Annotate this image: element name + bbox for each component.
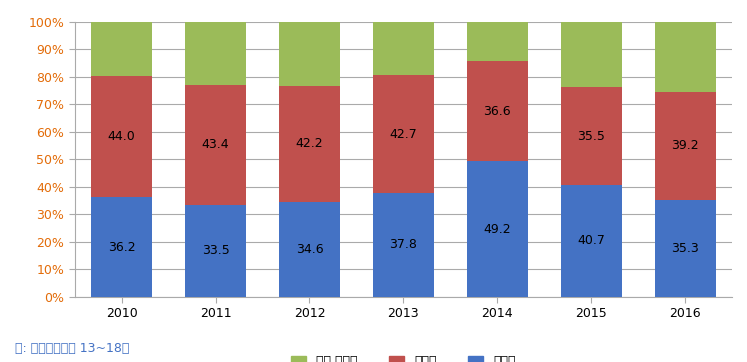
Bar	[467, 61, 528, 161]
Text: 34.6: 34.6	[296, 243, 323, 256]
Bar	[91, 197, 152, 297]
Bar	[373, 22, 434, 75]
Text: 44.0: 44.0	[108, 130, 135, 143]
Bar	[279, 22, 340, 85]
Bar	[279, 202, 340, 297]
Text: 40.7: 40.7	[577, 234, 605, 247]
Text: 49.2: 49.2	[483, 223, 511, 236]
Bar	[561, 185, 622, 297]
Bar	[561, 87, 622, 185]
Bar	[185, 205, 246, 297]
Legend: 기타 가구원, 배우자, 가구주: 기타 가구원, 배우자, 가구주	[286, 350, 521, 362]
Bar	[654, 200, 716, 297]
Bar	[373, 75, 434, 193]
Bar	[654, 92, 716, 200]
Bar	[561, 22, 622, 87]
Text: 36.2: 36.2	[108, 240, 135, 253]
Bar	[91, 76, 152, 197]
Bar	[91, 22, 152, 76]
Text: 42.7: 42.7	[389, 128, 418, 140]
Text: 37.8: 37.8	[389, 238, 418, 251]
Text: 35.3: 35.3	[672, 242, 699, 255]
Text: 주: 한국노동패널 13~18차: 주: 한국노동패널 13~18차	[15, 342, 129, 355]
Bar	[654, 22, 716, 92]
Text: 43.4: 43.4	[202, 139, 229, 151]
Bar	[279, 85, 340, 202]
Bar	[467, 22, 528, 61]
Text: 35.5: 35.5	[577, 130, 605, 143]
Bar	[467, 161, 528, 297]
Text: 42.2: 42.2	[296, 137, 323, 150]
Text: 39.2: 39.2	[672, 139, 699, 152]
Bar	[373, 193, 434, 297]
Bar	[185, 22, 246, 85]
Text: 36.6: 36.6	[483, 105, 511, 118]
Text: 33.5: 33.5	[202, 244, 229, 257]
Bar	[185, 85, 246, 205]
